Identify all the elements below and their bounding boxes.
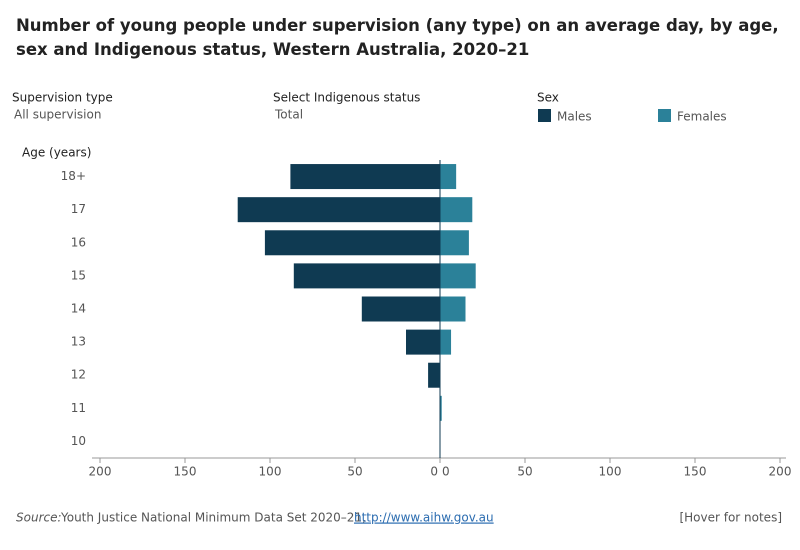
bar: [428, 362, 440, 388]
x-tick-label: 150: [174, 465, 197, 479]
source-link[interactable]: http://www.aihw.gov.au: [354, 511, 494, 525]
filter-label: Supervision type: [12, 91, 113, 105]
bar: [440, 395, 442, 421]
bar: [440, 263, 476, 289]
x-tick-label: 200: [769, 465, 792, 479]
bar: [440, 329, 452, 355]
filter-label: Select Indigenous status: [273, 91, 420, 105]
bar: [361, 296, 440, 322]
legend-swatch: [538, 109, 551, 122]
y-tick-label: 14: [71, 302, 86, 316]
chart-title: Number of young people under supervision…: [16, 16, 779, 59]
bar: [440, 296, 466, 322]
y-tick-label: 10: [71, 434, 86, 448]
bar: [237, 197, 440, 223]
bar: [264, 230, 440, 256]
bar: [440, 230, 469, 256]
source-text: Youth Justice National Minimum Data Set …: [60, 511, 366, 525]
legend-title: Sex: [537, 91, 559, 105]
y-axis-title: Age (years): [22, 146, 91, 160]
y-tick-label: 12: [71, 368, 86, 382]
bar: [293, 263, 440, 289]
x-tick-label: 200: [89, 465, 112, 479]
y-tick-label: 18+: [61, 169, 86, 183]
bar: [406, 329, 440, 355]
legend-label: Males: [557, 110, 592, 124]
y-tick-label: 11: [71, 401, 86, 415]
y-tick-label: 16: [71, 235, 86, 249]
bar: [440, 197, 473, 223]
legend-swatch: [658, 109, 671, 122]
y-tick-label: 15: [71, 268, 86, 282]
x-tick-label: 50: [347, 465, 362, 479]
source-label: Source:: [16, 511, 62, 525]
x-tick-label: 50: [517, 465, 532, 479]
x-tick-label: 0: [442, 465, 450, 479]
filter-value[interactable]: All supervision: [14, 108, 101, 122]
y-tick-label: 13: [71, 335, 86, 349]
x-tick-label: 150: [684, 465, 707, 479]
notes[interactable]: [Hover for notes]: [679, 511, 782, 525]
filter-value[interactable]: Total: [274, 108, 303, 122]
bar: [440, 164, 457, 190]
y-tick-label: 17: [71, 202, 86, 216]
x-tick-label: 100: [599, 465, 622, 479]
legend-label: Females: [677, 110, 727, 124]
x-tick-label: 100: [259, 465, 282, 479]
bar: [290, 164, 440, 190]
x-tick-label: 0: [430, 465, 438, 479]
